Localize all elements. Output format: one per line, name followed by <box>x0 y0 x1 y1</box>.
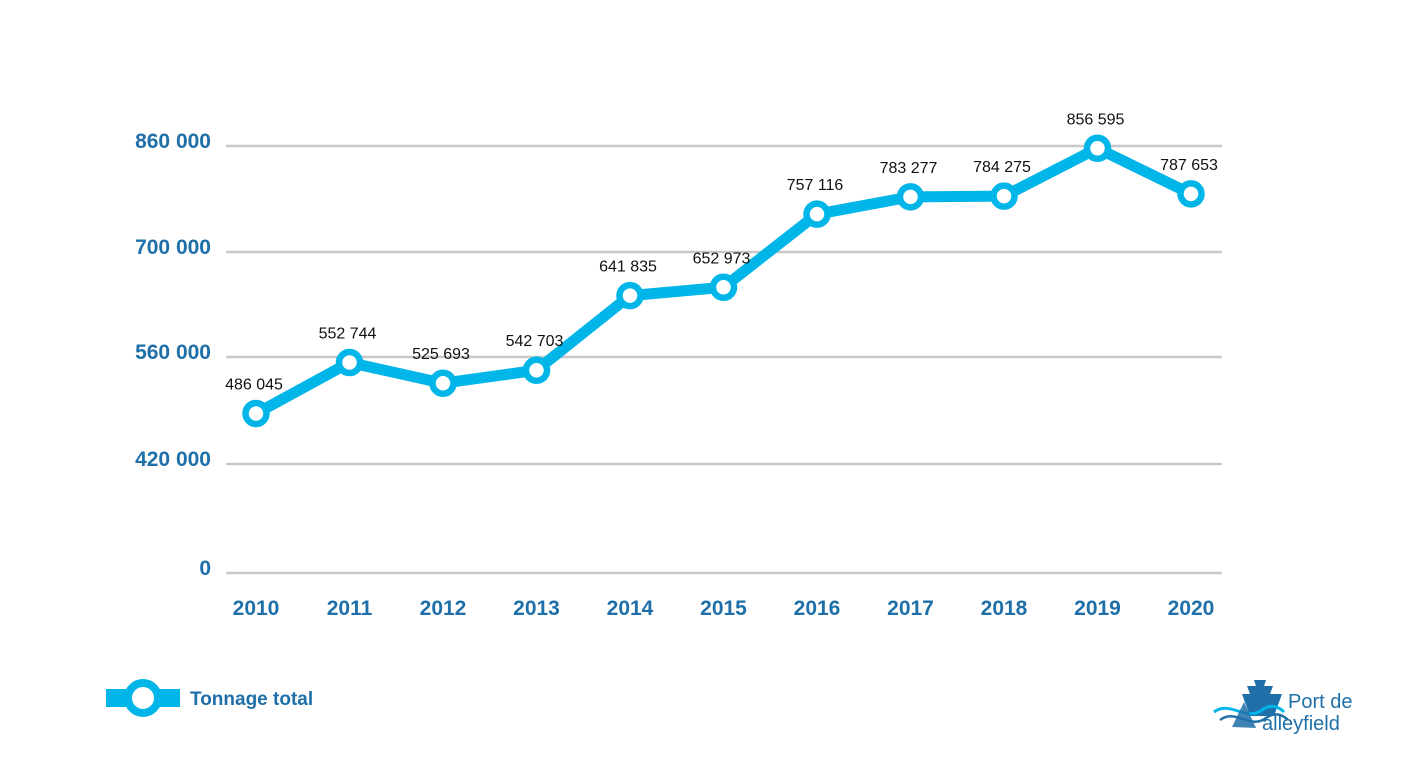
data-label-2014: 641 835 <box>599 259 657 276</box>
data-point-2014 <box>616 281 644 310</box>
x-tick-label: 2016 <box>794 597 841 620</box>
data-label-2020: 787 653 <box>1160 157 1218 174</box>
ship-wave-icon <box>1213 670 1289 728</box>
data-point-2018 <box>990 182 1018 210</box>
logo-line1: Port de <box>1288 691 1352 713</box>
y-tick-label: 420 000 <box>135 448 211 471</box>
data-point-2019 <box>1083 134 1112 163</box>
x-tick-label: 2012 <box>420 597 467 620</box>
x-tick-label: 2017 <box>887 597 934 620</box>
y-tick-label: 860 000 <box>135 130 211 153</box>
data-point-2020 <box>1177 180 1205 208</box>
grid-lines <box>226 144 1222 575</box>
x-tick-label: 2018 <box>981 597 1028 620</box>
y-tick-label: 0 <box>199 557 211 580</box>
data-label-2018: 784 275 <box>973 159 1031 176</box>
data-label-2012: 525 693 <box>412 346 470 363</box>
x-tick-label: 2020 <box>1168 597 1215 620</box>
data-label-2013: 542 703 <box>506 333 564 350</box>
data-label-2010: 486 045 <box>225 377 283 394</box>
legend-swatch-marker <box>124 679 162 717</box>
data-point-2017 <box>896 183 925 211</box>
data-point-2015 <box>709 273 738 302</box>
port-de-valleyfield-logo: Port de alleyfield <box>1213 670 1352 735</box>
data-label-2019: 856 595 <box>1067 111 1125 128</box>
data-label-2011: 552 744 <box>319 326 377 343</box>
x-tick-label: 2011 <box>327 597 373 620</box>
x-axis-ticks: 2010 2011 2012 2013 2014 2015 2016 2017 2018 2019… <box>233 597 1215 620</box>
data-label-2016: 757 116 <box>787 177 844 194</box>
data-point-2010 <box>242 399 270 428</box>
data-point-2016 <box>803 200 831 228</box>
data-label-2017: 783 277 <box>880 160 938 177</box>
x-tick-label: 2010 <box>233 597 280 620</box>
x-tick-label: 2019 <box>1074 597 1121 620</box>
x-tick-label: 2013 <box>513 597 560 620</box>
data-point-2012 <box>429 369 457 397</box>
y-tick-label: 560 000 <box>135 341 211 364</box>
y-axis-ticks: 0 420 000 560 000 700 000 860 000 <box>135 130 211 580</box>
x-tick-label: 2014 <box>607 597 654 620</box>
logo-line2: alleyfield <box>1262 713 1340 735</box>
legend-label: Tonnage total <box>190 689 313 710</box>
data-labels: 486 045 552 744 525 693 542 703 641 835 652 9… <box>225 111 1218 393</box>
y-tick-label: 700 000 <box>135 236 211 259</box>
series-tonnage-total <box>242 134 1205 428</box>
x-tick-label: 2015 <box>700 597 747 620</box>
data-point-2013 <box>522 356 551 384</box>
legend: Tonnage total <box>106 679 313 717</box>
data-label-2015: 652 973 <box>693 250 751 267</box>
data-point-2011 <box>335 348 364 377</box>
